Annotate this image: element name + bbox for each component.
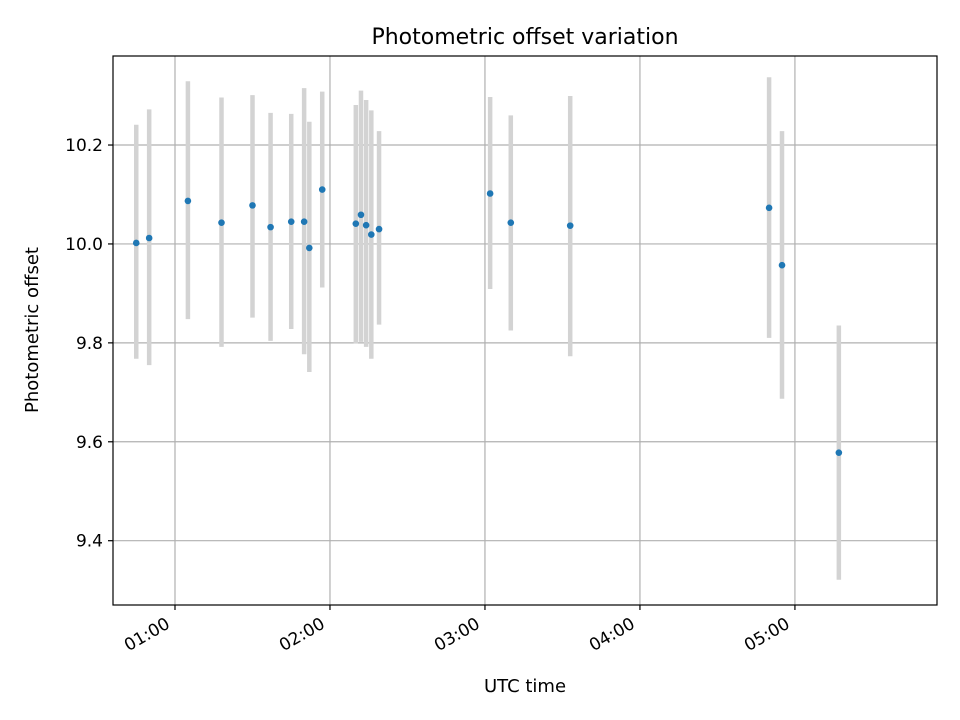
data-point xyxy=(778,261,786,269)
data-point xyxy=(507,219,515,226)
data-point xyxy=(765,204,773,212)
data-point xyxy=(486,190,494,197)
y-tick-label: 10.2 xyxy=(65,136,103,156)
data-point xyxy=(145,234,153,242)
data-point xyxy=(184,197,192,205)
data-point xyxy=(249,202,256,209)
y-axis: 9.4 9.6 9.8 10.0 10.2 xyxy=(65,136,113,552)
data-point xyxy=(352,220,360,227)
y-tick-label: 9.8 xyxy=(76,334,103,354)
data-point xyxy=(375,225,383,233)
data-points xyxy=(132,186,843,456)
data-point xyxy=(132,239,140,247)
y-tick-label: 9.6 xyxy=(76,433,103,453)
data-point xyxy=(306,244,313,252)
plot-frame xyxy=(112,55,938,606)
chart-title: Photometric offset variation xyxy=(371,25,678,50)
data-point xyxy=(368,231,375,238)
data-point xyxy=(287,218,295,225)
x-axis-label: UTC time xyxy=(484,676,566,697)
y-axis-label: Photometric offset xyxy=(22,247,43,413)
data-point xyxy=(362,221,370,229)
y-tick-label: 9.4 xyxy=(76,532,103,552)
data-point xyxy=(267,223,274,231)
y-tick-label: 10.0 xyxy=(65,235,103,255)
data-point xyxy=(318,186,326,193)
data-point xyxy=(566,222,574,229)
data-point xyxy=(835,449,843,456)
data-point xyxy=(218,219,225,226)
data-point xyxy=(300,218,308,225)
data-point xyxy=(357,211,365,219)
